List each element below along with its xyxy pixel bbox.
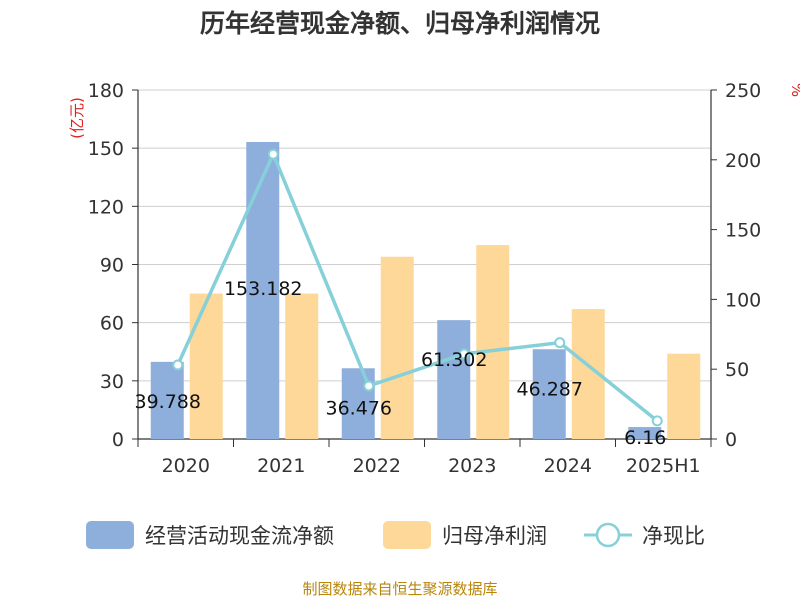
bars [150, 141, 701, 439]
x-axis-tick-label: 2020 [162, 455, 210, 477]
ratio-point [554, 337, 566, 349]
axes: 0 30 60 90 120 150 180 0 50 100 150 200 250 2020 2021 2… [88, 80, 762, 477]
data-label-cash-flow: 153.182 [224, 278, 303, 300]
ratio-line-path [176, 149, 659, 423]
ratio-point [363, 380, 375, 392]
bar-cash-flow [150, 361, 184, 439]
ratio-point [458, 348, 470, 360]
legend: 经营活动现金流净额 归母净利润 净现比 [86, 521, 705, 549]
legend-label-cash-flow: 经营活动现金流净额 [145, 524, 334, 548]
left-axis-tick-label: 120 [88, 196, 124, 218]
ratio-point [267, 148, 279, 160]
x-axis-tick-label: 2024 [544, 455, 592, 477]
bar-net-profit [189, 293, 223, 439]
bar-cash-flow [628, 427, 662, 439]
data-label-cash-flow: 61.302 [421, 349, 487, 371]
right-axis-tick-label: 150 [725, 220, 761, 242]
right-axis-tick-label: 250 [725, 80, 761, 102]
data-label-cash-flow: 36.476 [326, 397, 392, 419]
legend-swatch-cash-flow[interactable] [86, 521, 134, 549]
right-axis-unit: % [788, 83, 800, 97]
source-note: 制图数据来自恒生聚源数据库 [302, 580, 498, 598]
ratio-point [651, 415, 663, 427]
bar-net-profit [476, 245, 510, 439]
data-labels: 39.788 153.182 36.476 61.302 46.287 6.16 [135, 278, 667, 449]
bar-net-profit [285, 293, 319, 439]
left-axis-tick-label: 60 [100, 313, 124, 335]
data-label-cash-flow: 46.287 [517, 378, 583, 400]
data-label-cash-flow: 6.16 [624, 427, 666, 449]
ratio-line [172, 148, 663, 427]
right-axis-tick-label: 100 [725, 289, 761, 311]
legend-swatch-ratio-marker [595, 522, 621, 548]
chart-title: 历年经营现金净额、归母净利润情况 [199, 9, 600, 38]
right-axis-tick-label: 50 [725, 359, 749, 381]
right-axis-tick-label: 0 [725, 429, 737, 451]
left-axis-tick-label: 150 [88, 138, 124, 160]
left-axis-unit: (亿元) [68, 97, 86, 139]
bar-cash-flow [437, 320, 471, 439]
bar-net-profit [667, 353, 701, 439]
legend-label-net-profit: 归母净利润 [442, 524, 547, 548]
x-axis-tick-label: 2022 [353, 455, 401, 477]
left-axis-tick-label: 180 [88, 80, 124, 102]
x-axis-tick-label: 2023 [448, 455, 496, 477]
bar-cash-flow [532, 349, 566, 439]
grid-lines [138, 89, 711, 382]
x-axis-tick-label: 2021 [257, 455, 305, 477]
bar-cash-flow [246, 141, 280, 439]
left-axis-tick-label: 90 [100, 255, 124, 277]
x-axis-tick-label: 2025H1 [626, 455, 701, 477]
data-label-cash-flow: 39.788 [135, 391, 201, 413]
ratio-point [172, 359, 184, 371]
left-axis-tick-label: 0 [112, 429, 124, 451]
legend-label-ratio: 净现比 [642, 524, 705, 548]
bar-net-profit [380, 256, 414, 439]
legend-swatch-net-profit[interactable] [383, 521, 431, 549]
left-axis-tick-label: 30 [100, 371, 124, 393]
right-axis-tick-label: 200 [725, 150, 761, 172]
bar-cash-flow [341, 368, 375, 439]
